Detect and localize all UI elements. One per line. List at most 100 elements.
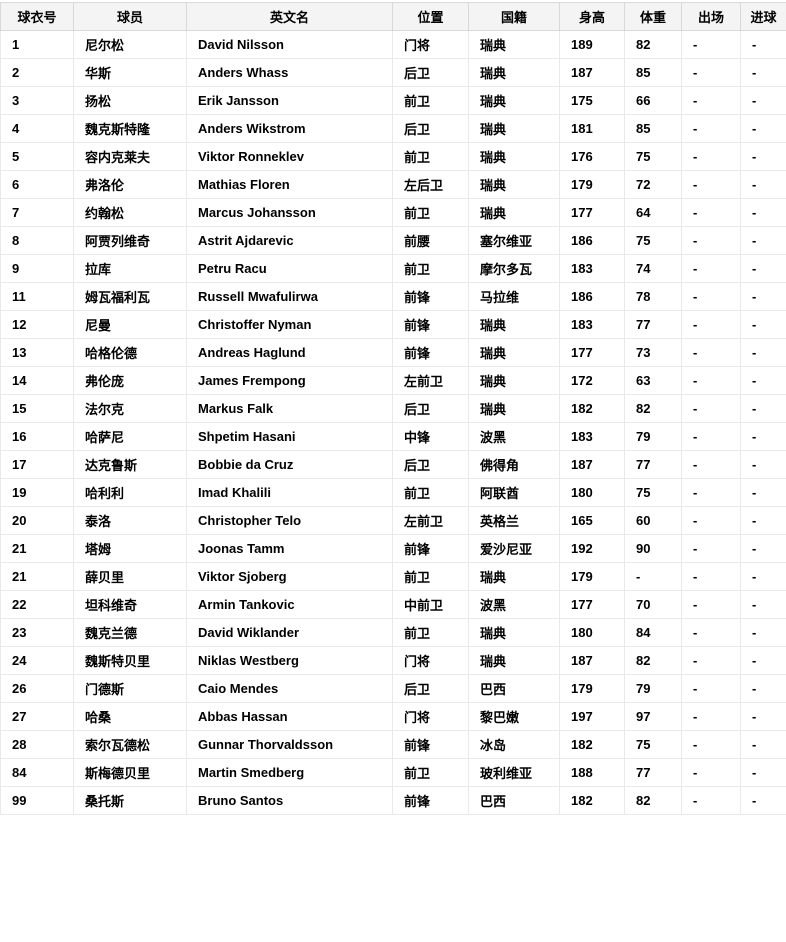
cell-jersey-number: 20: [0, 506, 74, 535]
cell-appearances: -: [681, 142, 741, 171]
cell-position: 门将: [392, 30, 469, 59]
table-row: 12 尼曼 Christoffer Nyman 前锋 瑞典 183 77- -: [0, 310, 786, 339]
cell-appearances: -: [681, 394, 741, 423]
cell-nationality: 瑞典: [468, 170, 560, 199]
cell-appearances: -: [681, 786, 741, 815]
cell-appearances: -: [681, 310, 741, 339]
cell-weight: 66: [624, 86, 682, 115]
cell-english-name: Anders Whass: [186, 58, 393, 87]
cell-goals: -: [740, 506, 786, 535]
cell-weight: 79: [624, 674, 682, 703]
table-row: 28 索尔瓦德松 Gunnar Thorvaldsson 前锋 冰岛 182 75- -: [0, 730, 786, 759]
cell-height: 186: [559, 282, 625, 311]
cell-player-name: 泰洛: [73, 506, 187, 535]
cell-player-name: 姆瓦福利瓦: [73, 282, 187, 311]
cell-height: 182: [559, 394, 625, 423]
table-row: 9 拉库 Petru Racu 前卫 摩尔多瓦 183 74- -: [0, 254, 786, 283]
cell-height: 186: [559, 226, 625, 255]
cell-jersey-number: 21: [0, 534, 74, 563]
cell-english-name: Andreas Haglund: [186, 338, 393, 367]
cell-player-name: 魏斯特贝里: [73, 646, 187, 675]
cell-position: 左前卫: [392, 506, 469, 535]
cell-jersey-number: 7: [0, 198, 74, 227]
cell-player-name: 约翰松: [73, 198, 187, 227]
cell-height: 188: [559, 758, 625, 787]
cell-position: 后卫: [392, 58, 469, 87]
cell-nationality: 英格兰: [468, 506, 560, 535]
cell-english-name: Christopher Telo: [186, 506, 393, 535]
column-header-position: 位置: [392, 2, 469, 31]
cell-english-name: Christoffer Nyman: [186, 310, 393, 339]
cell-appearances: -: [681, 114, 741, 143]
cell-position: 前锋: [392, 534, 469, 563]
cell-height: 177: [559, 338, 625, 367]
cell-position: 前卫: [392, 142, 469, 171]
cell-nationality: 摩尔多瓦: [468, 254, 560, 283]
cell-goals: -: [740, 394, 786, 423]
cell-jersey-number: 12: [0, 310, 74, 339]
cell-height: 179: [559, 562, 625, 591]
cell-english-name: Astrit Ajdarevic: [186, 226, 393, 255]
cell-goals: -: [740, 562, 786, 591]
column-header-weight: 体重: [624, 2, 682, 31]
cell-position: 前卫: [392, 86, 469, 115]
cell-height: 187: [559, 58, 625, 87]
cell-nationality: 黎巴嫩: [468, 702, 560, 731]
cell-height: 183: [559, 310, 625, 339]
cell-appearances: -: [681, 282, 741, 311]
cell-player-name: 华斯: [73, 58, 187, 87]
cell-player-name: 弗洛伦: [73, 170, 187, 199]
cell-appearances: -: [681, 758, 741, 787]
cell-player-name: 容内克莱夫: [73, 142, 187, 171]
cell-nationality: 瑞典: [468, 142, 560, 171]
table-row: 11 姆瓦福利瓦 Russell Mwafulirwa 前锋 马拉维 186 78- -: [0, 282, 786, 311]
cell-height: 180: [559, 618, 625, 647]
cell-goals: -: [740, 478, 786, 507]
cell-player-name: 弗伦庞: [73, 366, 187, 395]
cell-goals: -: [740, 702, 786, 731]
cell-goals: -: [740, 310, 786, 339]
cell-weight: 73: [624, 338, 682, 367]
table-header: 球衣号 球员 英文名 位置 国籍 身高 体重 出场 进球: [0, 2, 786, 31]
cell-english-name: Niklas Westberg: [186, 646, 393, 675]
table-row: 13 哈格伦德 Andreas Haglund 前锋 瑞典 177 73- -: [0, 338, 786, 367]
cell-position: 前锋: [392, 338, 469, 367]
cell-appearances: -: [681, 422, 741, 451]
cell-height: 172: [559, 366, 625, 395]
table-row: 5 容内克莱夫 Viktor Ronneklev 前卫 瑞典 176 75- -: [0, 142, 786, 171]
cell-goals: -: [740, 142, 786, 171]
cell-goals: -: [740, 450, 786, 479]
cell-height: 183: [559, 254, 625, 283]
cell-position: 前卫: [392, 198, 469, 227]
cell-english-name: Abbas Hassan: [186, 702, 393, 731]
cell-jersey-number: 24: [0, 646, 74, 675]
cell-height: 181: [559, 114, 625, 143]
cell-height: 176: [559, 142, 625, 171]
cell-weight: 77: [624, 310, 682, 339]
table-row: 99 桑托斯 Bruno Santos 前锋 巴西 182 82- -: [0, 786, 786, 815]
column-header-jersey-number: 球衣号: [0, 2, 74, 31]
cell-nationality: 阿联酋: [468, 478, 560, 507]
cell-nationality: 玻利维亚: [468, 758, 560, 787]
cell-weight: 77: [624, 758, 682, 787]
table-row: 27 哈桑 Abbas Hassan 门将 黎巴嫩 197 97- -: [0, 702, 786, 731]
cell-player-name: 薛贝里: [73, 562, 187, 591]
table-row: 20 泰洛 Christopher Telo 左前卫 英格兰 165 60- -: [0, 506, 786, 535]
column-header-goals: 进球: [740, 2, 786, 31]
cell-weight: 75: [624, 478, 682, 507]
cell-english-name: Russell Mwafulirwa: [186, 282, 393, 311]
cell-height: 177: [559, 590, 625, 619]
table-row: 84 斯梅德贝里 Martin Smedberg 前卫 玻利维亚 188 77- -: [0, 758, 786, 787]
cell-goals: -: [740, 534, 786, 563]
table-row: 22 坦科维奇 Armin Tankovic 中前卫 波黑 177 70- -: [0, 590, 786, 619]
table-row: 19 哈利利 Imad Khalili 前卫 阿联酋 180 75- -: [0, 478, 786, 507]
cell-goals: -: [740, 618, 786, 647]
cell-goals: -: [740, 254, 786, 283]
cell-goals: -: [740, 422, 786, 451]
cell-appearances: -: [681, 254, 741, 283]
cell-position: 左前卫: [392, 366, 469, 395]
cell-appearances: -: [681, 198, 741, 227]
cell-nationality: 瑞典: [468, 310, 560, 339]
cell-goals: -: [740, 786, 786, 815]
cell-position: 左后卫: [392, 170, 469, 199]
